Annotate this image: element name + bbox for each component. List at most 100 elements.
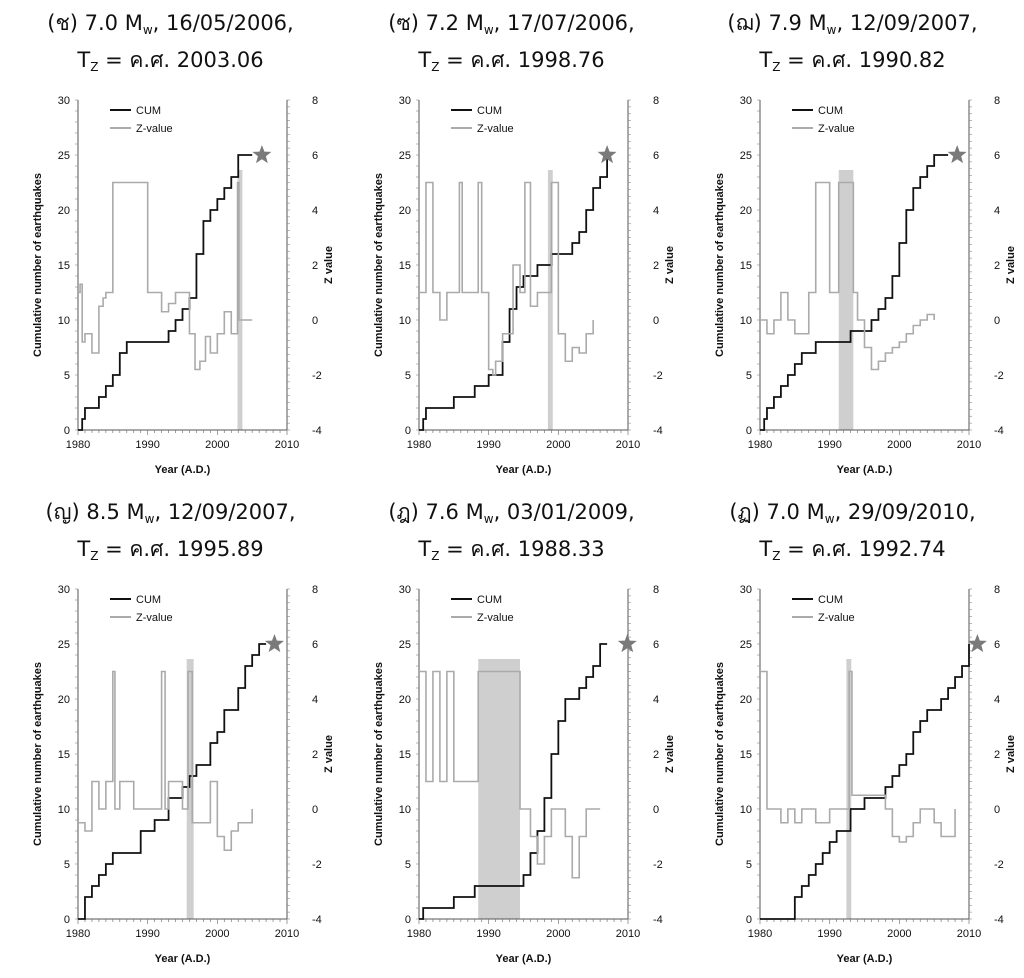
chart-svg: 1980 1990 2000 2010 0 5 10 15 20 25 30 -4 -2 0 2 4 6 8 Yea… [714, 584, 1017, 965]
y2-tick-label: 6 [653, 150, 659, 162]
event-star-icon [967, 634, 987, 653]
x-tick-label: 1980 [66, 928, 90, 940]
panel-label: (ซ) [388, 11, 419, 35]
y-tick-label: 15 [58, 749, 70, 761]
event-date: 12/09/2007 [167, 500, 289, 524]
tz-subscript: Z [772, 549, 781, 563]
magnitude: 8.5 [86, 500, 120, 524]
magnitude: 7.9 [768, 11, 802, 35]
y2-tick-label: -4 [994, 425, 1004, 437]
legend-label: Z-value [818, 612, 855, 624]
y2-tick-label: 0 [653, 315, 659, 327]
magnitude-subscript: w [483, 512, 494, 526]
y2-tick-label: -2 [994, 370, 1004, 382]
y2-tick-label: 8 [653, 584, 659, 596]
tz-value: = ค.ศ. 1988.33 [446, 537, 605, 561]
chart-subtitle: TZ = ค.ศ. 1988.33 [341, 536, 682, 565]
chart-panel: (ช) 7.0 Mw, 16/05/2006, TZ = ค.ศ. 2003.06… [0, 0, 341, 489]
magnitude-subscript: w [142, 23, 153, 37]
y-tick-label: 25 [58, 150, 70, 162]
y2-tick-label: 4 [312, 205, 318, 217]
y2-tick-label: 0 [312, 315, 318, 327]
x-axis-label: Year (A.D.) [837, 464, 893, 476]
chart-title: (ฌ) 7.9 Mw, 12/09/2007, [727, 11, 978, 37]
x-tick-label: 2000 [205, 439, 229, 451]
z-value-series-line [760, 670, 956, 843]
y2-tick-label: 2 [653, 260, 659, 272]
y2-axis-label: Z value [323, 246, 335, 284]
y-axis-label: Cumulative number of earthquakes [714, 662, 726, 846]
event-date: 03/01/2009 [506, 500, 628, 524]
x-tick-label: 1980 [407, 439, 431, 451]
x-axis-label: Year (A.D.) [155, 953, 211, 965]
y-tick-label: 20 [740, 205, 752, 217]
magnitude: 7.0 [84, 11, 118, 35]
chart-title: (ซ) 7.2 Mw, 17/07/2006, [388, 11, 635, 37]
x-tick-label: 2000 [887, 439, 911, 451]
legend-label: CUM [136, 594, 161, 606]
magnitude-subscript: w [483, 23, 494, 37]
magnitude-unit: M [465, 500, 484, 524]
legend-label: CUM [136, 105, 161, 117]
x-axis-label: Year (A.D.) [496, 953, 552, 965]
x-tick-label: 1990 [817, 439, 841, 451]
y2-tick-label: 8 [312, 95, 318, 107]
magnitude-subscript: w [144, 512, 155, 526]
y2-tick-label: 4 [994, 205, 1000, 217]
y2-tick-label: 4 [653, 694, 659, 706]
y2-tick-label: -4 [312, 425, 322, 437]
y-tick-label: 25 [740, 150, 752, 162]
y-tick-label: 0 [746, 425, 752, 437]
panel-label: (ญ) [45, 500, 80, 524]
chart-subtitle: TZ = ค.ศ. 1998.76 [341, 47, 682, 76]
x-axis-label: Year (A.D.) [155, 464, 211, 476]
y2-tick-label: 6 [312, 639, 318, 651]
panel-label: (ช) [47, 11, 78, 35]
x-tick-label: 2000 [887, 928, 911, 940]
event-date: 17/07/2006 [507, 11, 629, 35]
legend-label: CUM [477, 594, 502, 606]
cum-series-line [760, 154, 949, 431]
y2-tick-label: 0 [994, 804, 1000, 816]
tz-label: T [418, 537, 432, 561]
y-tick-label: 5 [405, 859, 411, 871]
magnitude-unit: M [806, 500, 825, 524]
cum-series-line [760, 644, 970, 920]
y2-tick-label: 2 [312, 260, 318, 272]
y-tick-label: 15 [740, 749, 752, 761]
y2-tick-label: -4 [994, 914, 1004, 926]
y2-tick-label: 4 [312, 694, 318, 706]
y-tick-label: 25 [399, 150, 411, 162]
event-date: 29/09/2010 [847, 500, 969, 524]
y-tick-label: 30 [740, 584, 752, 596]
x-tick-label: 1980 [407, 928, 431, 940]
y-tick-label: 15 [399, 749, 411, 761]
x-tick-label: 1990 [476, 928, 500, 940]
y-tick-label: 15 [58, 260, 70, 272]
y-tick-label: 10 [399, 315, 411, 327]
chart-panel: (ซ) 7.2 Mw, 17/07/2006, TZ = ค.ศ. 1998.76… [341, 0, 682, 489]
y-tick-label: 30 [58, 584, 70, 596]
z-value-series-line [78, 181, 253, 371]
x-tick-label: 1990 [817, 928, 841, 940]
magnitude: 7.0 [766, 500, 800, 524]
y2-axis-label: Z value [1005, 246, 1017, 284]
y2-tick-label: -2 [653, 370, 663, 382]
y2-tick-label: -4 [653, 425, 663, 437]
magnitude-subscript: w [826, 23, 837, 37]
magnitude: 7.6 [425, 500, 459, 524]
chart-panel: (ฎ) 7.6 Mw, 03/01/2009, TZ = ค.ศ. 1988.33… [341, 489, 682, 978]
tz-value: = ค.ศ. 2003.06 [105, 48, 264, 72]
x-tick-label: 2010 [957, 439, 981, 451]
y-axis-label: Cumulative number of earthquakes [32, 662, 44, 846]
y-tick-label: 25 [58, 639, 70, 651]
chart-subtitle: TZ = ค.ศ. 1995.89 [0, 536, 341, 565]
tz-value: = ค.ศ. 1995.89 [105, 537, 264, 561]
tz-subscript: Z [431, 549, 440, 563]
tz-highlight-band [547, 170, 553, 430]
event-star-icon [264, 634, 284, 653]
y-tick-label: 10 [740, 315, 752, 327]
y-tick-label: 0 [64, 425, 70, 437]
chart-svg: 1980 1990 2000 2010 0 5 10 15 20 25 30 -4 -2 0 2 4 6 8 Yea… [373, 584, 676, 965]
chart-svg: 1980 1990 2000 2010 0 5 10 15 20 25 30 -4 -2 0 2 4 6 8 Yea… [373, 95, 676, 476]
